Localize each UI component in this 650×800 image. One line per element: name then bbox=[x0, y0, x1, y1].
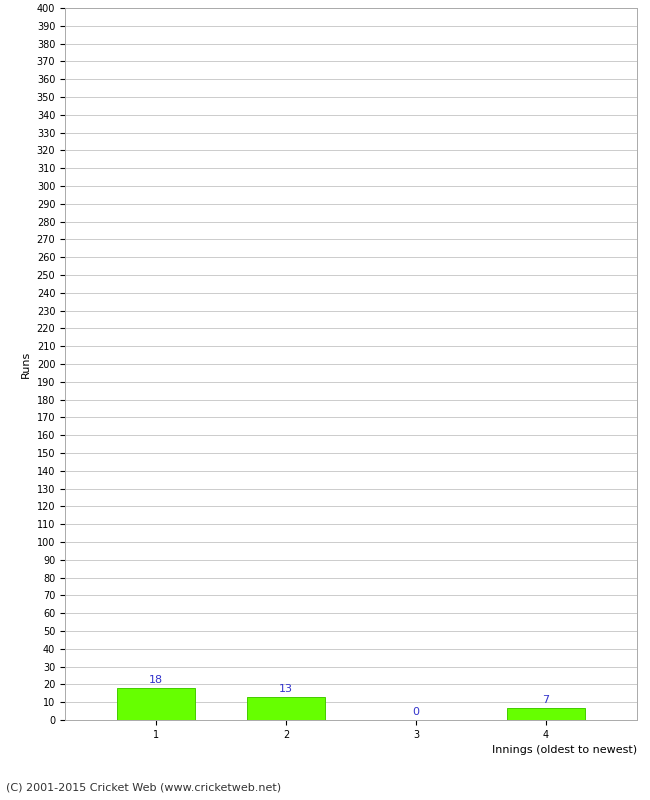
Bar bbox=[117, 688, 195, 720]
Text: 18: 18 bbox=[149, 675, 163, 686]
Text: 13: 13 bbox=[279, 684, 293, 694]
Text: 7: 7 bbox=[543, 695, 549, 705]
Bar bbox=[507, 707, 585, 720]
Text: (C) 2001-2015 Cricket Web (www.cricketweb.net): (C) 2001-2015 Cricket Web (www.cricketwe… bbox=[6, 782, 281, 792]
Bar bbox=[247, 697, 325, 720]
Text: 0: 0 bbox=[413, 707, 419, 718]
Y-axis label: Runs: Runs bbox=[21, 350, 31, 378]
X-axis label: Innings (oldest to newest): Innings (oldest to newest) bbox=[492, 746, 637, 755]
